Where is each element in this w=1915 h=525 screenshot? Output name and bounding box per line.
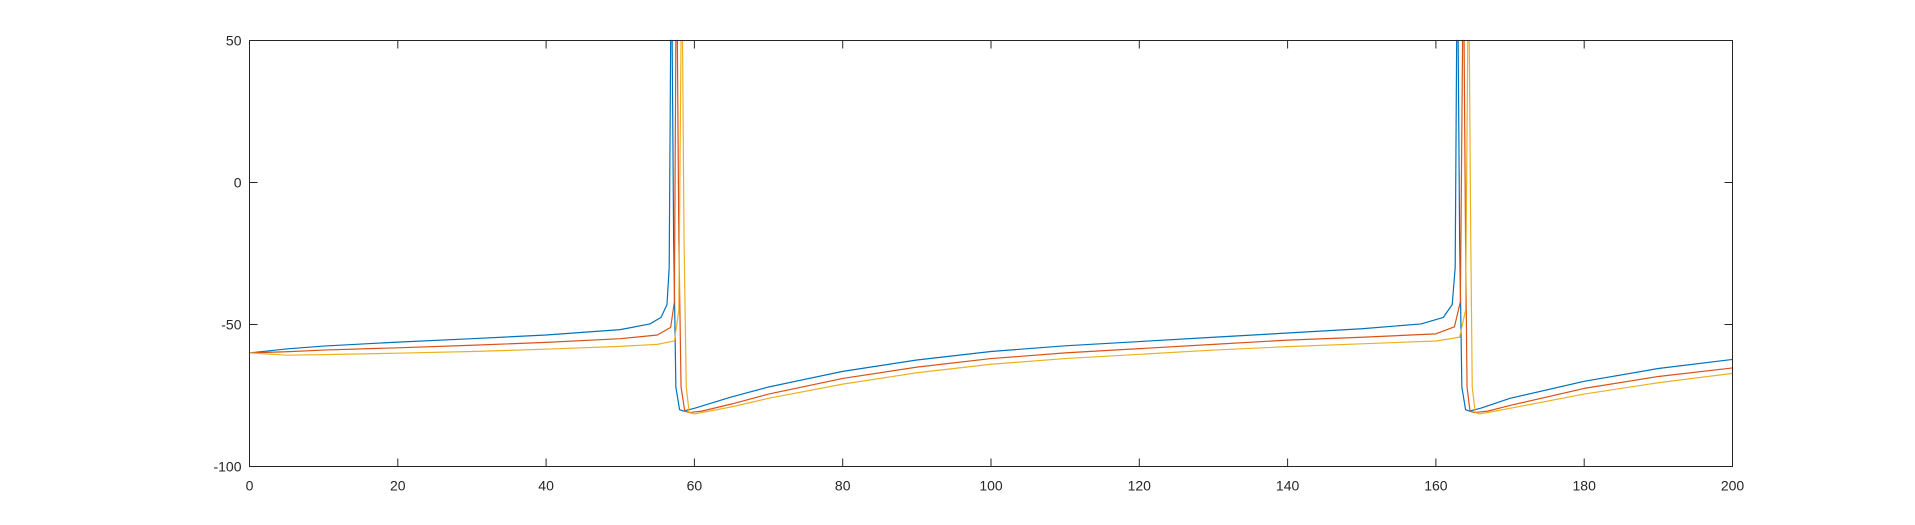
series-line-1: [248, 39, 1734, 412]
plot-area: [249, 40, 1732, 466]
x-tick-label: 20: [390, 478, 406, 494]
y-tick-label: 0: [234, 175, 242, 191]
y-axis: -100 -50 0 50: [213, 33, 1733, 475]
x-tick-label: 80: [835, 478, 851, 494]
x-tick-label: 120: [1128, 478, 1152, 494]
x-tick-label: 0: [246, 478, 254, 494]
y-tick-label: 50: [226, 33, 242, 49]
series-line-3: [248, 39, 1734, 415]
y-tick-label: -50: [221, 317, 241, 333]
x-tick-label: 60: [687, 478, 703, 494]
series-line-2: [248, 39, 1734, 414]
x-tick-label: 140: [1276, 478, 1300, 494]
x-tick-label: 180: [1573, 478, 1597, 494]
x-tick-label: 100: [979, 478, 1003, 494]
x-tick-label: 40: [538, 478, 554, 494]
y-tick-label: -100: [213, 459, 241, 475]
x-tick-label: 200: [1721, 478, 1745, 494]
x-tick-label: 160: [1424, 478, 1448, 494]
x-axis: 0 20 40 60 80 100 120 140 160 180 200: [246, 40, 1745, 494]
series-layer: [248, 39, 1734, 415]
